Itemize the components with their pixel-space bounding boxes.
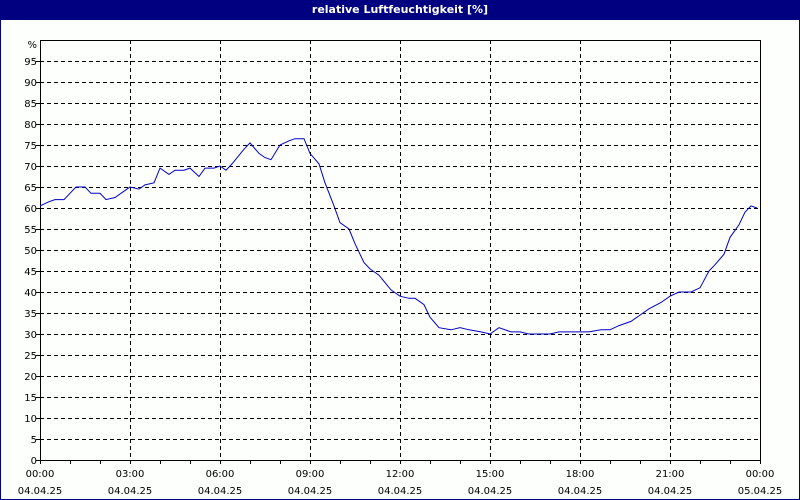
x-tick-time: 12:00 [386,469,415,480]
y-tick-label: 85 [24,99,37,110]
x-tick-time: 09:00 [296,469,325,480]
x-tick-time: 00:00 [26,469,55,480]
x-tick-date: 04.04.25 [18,486,63,497]
axes [36,40,761,464]
y-tick-label: 40 [24,288,37,299]
chart-title: relative Luftfeuchtigkeit [%] [0,0,800,20]
humidity-series-line [39,138,758,335]
x-tick-date: 04.04.25 [558,486,603,497]
y-tick-label: 65 [24,183,37,194]
y-tick-label: 10 [24,414,37,425]
y-tick-label: 30 [24,330,37,341]
x-tick-date: 05.04.25 [738,486,783,497]
x-tick-date: 04.04.25 [468,486,513,497]
y-tick-label: 50 [24,246,37,257]
x-axis-labels: 00:00 04.04.25 03:00 04.04.25 06:00 04.04.25 0… [18,469,783,497]
y-axis-labels: 0 5 10 15 20 25 30 35 40 45 50 55 60 65 70 75 80 85 90 95% [24,40,37,467]
y-tick-label: 75 [24,141,37,152]
y-tick-label: 90 [24,78,37,89]
x-tick-time: 06:00 [206,469,235,480]
y-tick-label: 45 [24,267,37,278]
x-tick-date: 04.04.25 [288,486,333,497]
x-tick-time: 15:00 [476,469,505,480]
x-tick-date: 04.04.25 [378,486,423,497]
y-tick-label: 60 [24,204,37,215]
y-tick-label: 55 [24,225,37,236]
x-tick-time: 00:00 [746,469,775,480]
x-tick-time: 21:00 [656,469,685,480]
y-tick-label: 70 [24,162,37,173]
y-tick-label: 5 [31,435,37,446]
y-tick-label: 35 [24,309,37,320]
y-tick-label: 25 [24,351,37,362]
x-tick-time: 18:00 [566,469,595,480]
x-tick-time: 03:00 [116,469,145,480]
y-tick-label: 20 [24,372,37,383]
x-tick-date: 04.04.25 [108,486,153,497]
y-tick-label: 80 [24,120,37,131]
y-unit-label: % [27,40,37,51]
x-tick-date: 04.04.25 [648,486,693,497]
y-tick-label: 15 [24,393,37,404]
y-tick-label: 0 [31,456,37,467]
y-tick-label: 95 [24,57,37,68]
grid-lines [40,40,760,460]
x-tick-date: 04.04.25 [198,486,243,497]
